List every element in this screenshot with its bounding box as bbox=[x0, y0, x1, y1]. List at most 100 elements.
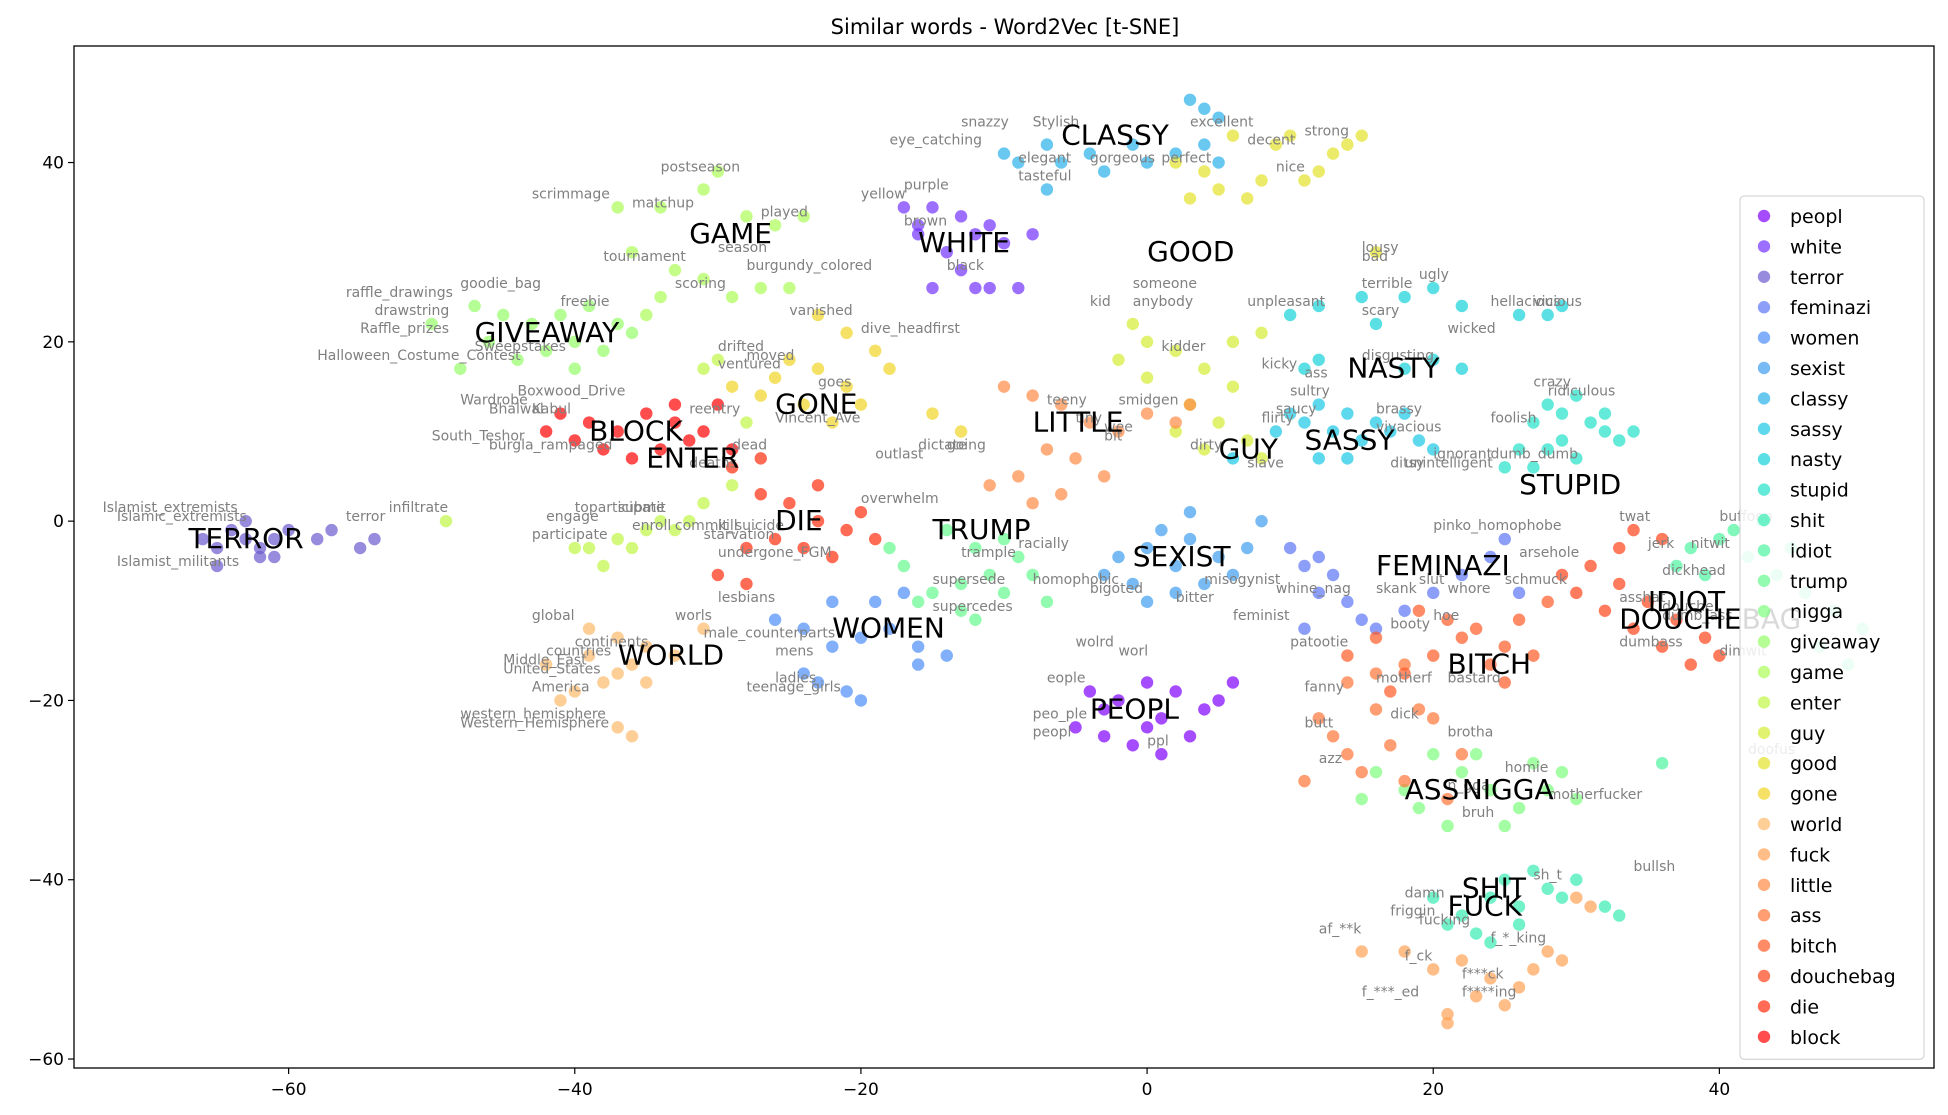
data-point bbox=[1498, 461, 1511, 474]
data-point bbox=[668, 416, 682, 429]
data-point bbox=[883, 541, 896, 555]
data-point bbox=[725, 479, 739, 492]
chart-title: Similar words - Word2Vec [t-SNE] bbox=[831, 15, 1180, 39]
legend-marker bbox=[1757, 453, 1771, 466]
word-label: slut bbox=[1419, 572, 1445, 588]
data-point bbox=[940, 523, 953, 537]
data-point bbox=[1412, 434, 1426, 447]
data-point bbox=[1169, 559, 1182, 573]
data-point bbox=[1183, 505, 1197, 519]
data-point bbox=[1469, 622, 1483, 635]
legend-marker bbox=[1757, 878, 1771, 891]
word-label: vicious bbox=[1533, 294, 1582, 310]
plot-frame bbox=[73, 45, 1935, 1069]
data-point bbox=[1512, 900, 1526, 913]
data-point bbox=[597, 559, 610, 573]
data-point bbox=[1355, 765, 1368, 779]
data-point bbox=[854, 398, 868, 411]
data-point bbox=[353, 541, 367, 555]
word-label: misogynist bbox=[1204, 572, 1281, 588]
data-point bbox=[1126, 138, 1139, 151]
data-point bbox=[1498, 676, 1511, 689]
data-point bbox=[1598, 604, 1612, 617]
data-point bbox=[1112, 353, 1125, 366]
word-label: drawstring bbox=[374, 303, 449, 319]
data-point bbox=[711, 165, 725, 178]
data-point bbox=[711, 398, 725, 411]
cluster-label: SASSY bbox=[1304, 423, 1395, 456]
data-point bbox=[1512, 308, 1526, 322]
data-point bbox=[1226, 568, 1240, 582]
word-label: outlast bbox=[875, 446, 924, 462]
data-point bbox=[883, 362, 896, 375]
word-label: unintelligent bbox=[1405, 455, 1494, 471]
word-label: homophobic bbox=[1033, 572, 1119, 588]
data-point bbox=[1241, 192, 1254, 205]
data-point bbox=[740, 416, 753, 429]
cluster-label: BITCH bbox=[1448, 648, 1532, 681]
data-point bbox=[1183, 93, 1197, 106]
legend-marker bbox=[1757, 331, 1771, 344]
y-tick-label: −40 bbox=[28, 871, 64, 891]
data-point bbox=[1183, 398, 1197, 411]
legend-marker bbox=[1757, 513, 1771, 527]
word-label: n_gga bbox=[1448, 778, 1490, 794]
word-label: dead bbox=[732, 437, 767, 453]
data-point bbox=[1427, 649, 1440, 662]
data-point bbox=[1255, 514, 1268, 528]
data-point bbox=[768, 532, 782, 546]
data-point bbox=[797, 667, 810, 680]
word-label: America bbox=[532, 679, 590, 695]
data-point bbox=[1598, 425, 1612, 438]
data-point bbox=[1655, 640, 1669, 653]
word-label: Islamist_extremists bbox=[103, 500, 238, 516]
data-point bbox=[1183, 192, 1197, 205]
legend-label: terror bbox=[1790, 267, 1844, 289]
data-point bbox=[668, 398, 682, 411]
word-label: kicky bbox=[1262, 357, 1298, 373]
cluster-label: CLASSY bbox=[1061, 119, 1169, 152]
legend-label: bitch bbox=[1790, 936, 1837, 958]
word-label: mens bbox=[775, 644, 813, 660]
word-label: dumb_dumb bbox=[1490, 446, 1578, 462]
data-point bbox=[1527, 461, 1540, 474]
data-point bbox=[1226, 676, 1240, 689]
data-point bbox=[1398, 945, 1411, 958]
word-label: motherfucker bbox=[1548, 787, 1643, 803]
data-point bbox=[1484, 550, 1497, 564]
data-point bbox=[1384, 425, 1397, 438]
legend-label: peopl bbox=[1790, 206, 1843, 228]
data-point bbox=[1512, 443, 1526, 456]
data-point bbox=[940, 245, 953, 259]
data-point bbox=[1355, 613, 1368, 626]
word-label: nitwit bbox=[1691, 536, 1731, 552]
word-label: bad bbox=[1362, 249, 1388, 265]
data-point bbox=[1169, 685, 1182, 698]
word-label: vivacious bbox=[1376, 419, 1441, 435]
data-point bbox=[1398, 658, 1411, 671]
data-point bbox=[1469, 748, 1483, 761]
data-point bbox=[1484, 783, 1497, 797]
legend-marker bbox=[1757, 574, 1771, 587]
data-point bbox=[582, 622, 596, 635]
data-point bbox=[1069, 721, 1082, 734]
data-point bbox=[1255, 174, 1268, 187]
word-label: tournament bbox=[603, 249, 686, 265]
data-point bbox=[711, 568, 725, 582]
word-label: Halloween_Costume_Contest bbox=[317, 348, 521, 364]
data-point bbox=[1627, 523, 1640, 537]
data-point bbox=[625, 326, 639, 340]
legend-label: guy bbox=[1790, 723, 1825, 745]
legend-marker bbox=[1757, 635, 1771, 648]
word-label: United_States bbox=[503, 662, 600, 678]
data-point bbox=[1198, 443, 1211, 456]
data-point bbox=[1026, 228, 1039, 241]
data-point bbox=[1212, 156, 1225, 169]
word-label: postseason bbox=[661, 160, 740, 176]
data-point bbox=[568, 362, 581, 375]
data-point bbox=[1212, 111, 1225, 124]
word-label: hoe bbox=[1433, 608, 1459, 624]
data-point bbox=[1112, 550, 1125, 564]
cluster-label: WORLD bbox=[618, 639, 724, 672]
data-point bbox=[683, 514, 696, 528]
